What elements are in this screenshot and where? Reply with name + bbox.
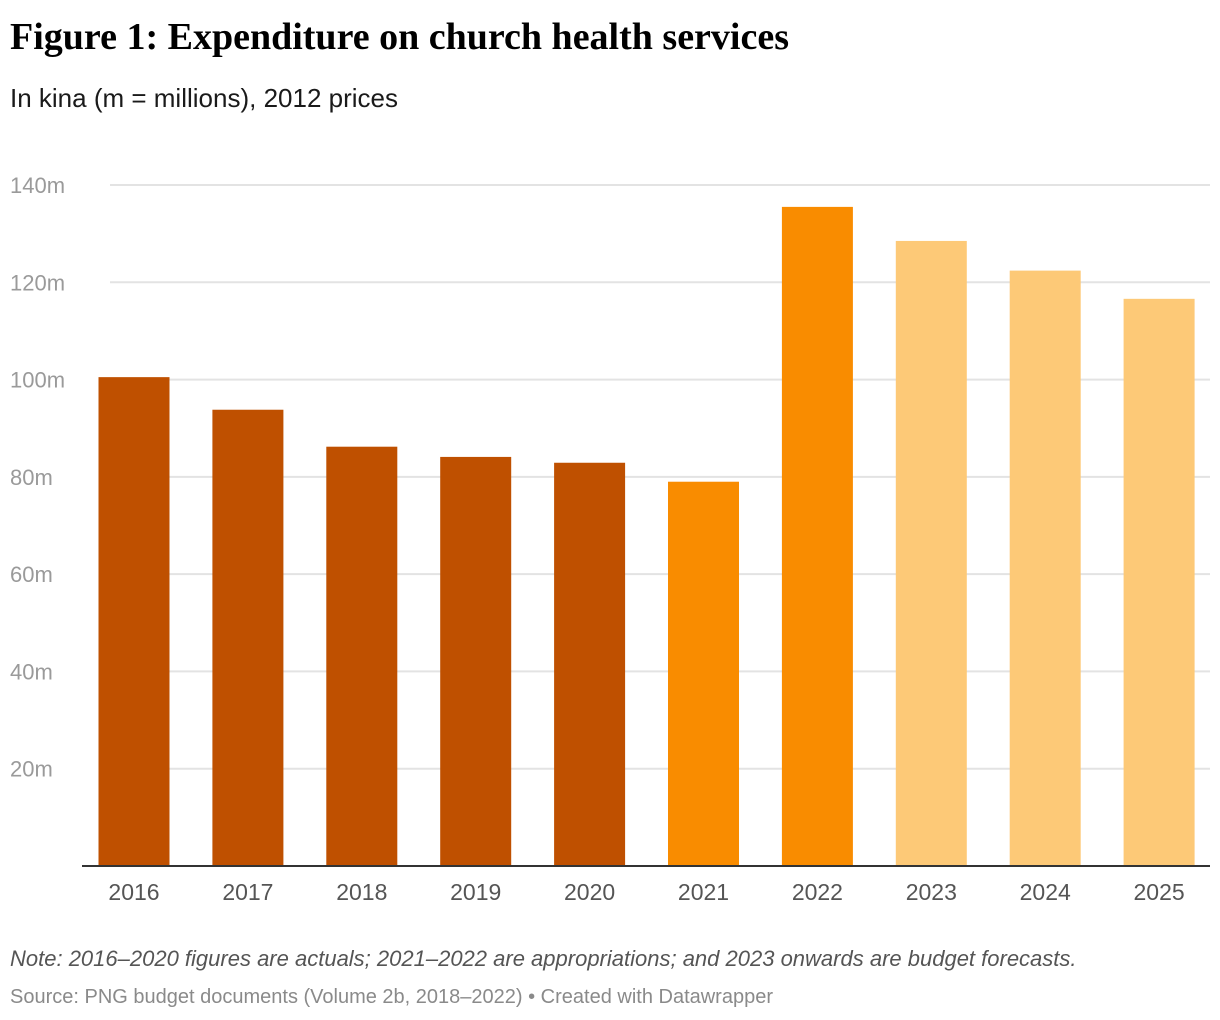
bar-2025: [1123, 298, 1195, 866]
y-axis-labels: 20m 40m 60m 80m 100m 120m 140m: [10, 173, 65, 782]
y-tick-label: 140m: [10, 173, 65, 198]
x-tick-label: 2016: [108, 879, 159, 905]
bar-2020: [554, 462, 626, 866]
y-tick-label: 120m: [10, 270, 65, 295]
bar-2021: [668, 481, 739, 866]
x-tick-label: 2017: [222, 879, 273, 905]
bar-2019: [440, 456, 512, 866]
bar-2017: [212, 409, 284, 866]
chart-title: Figure 1: Expenditure on church health s…: [10, 16, 789, 58]
x-tick-label: 2019: [450, 879, 501, 905]
bar-2016: [98, 377, 170, 866]
y-tick-label: 100m: [10, 368, 65, 393]
bar-2024: [1009, 270, 1081, 866]
bar-2023: [895, 240, 967, 867]
chart-source: Source: PNG budget documents (Volume 2b,…: [10, 986, 773, 1008]
x-tick-label: 2024: [1020, 879, 1071, 905]
y-tick-label: 60m: [10, 562, 53, 587]
x-tick-label: 2025: [1134, 879, 1185, 905]
chart-note: Note: 2016–2020 figures are actuals; 202…: [10, 946, 1077, 971]
y-tick-label: 20m: [10, 757, 53, 782]
bar-2018: [326, 446, 398, 866]
x-tick-label: 2018: [336, 879, 387, 905]
x-tick-label: 2023: [906, 879, 957, 905]
chart-subtitle: In kina (m = millions), 2012 prices: [10, 83, 398, 113]
bar-2022: [781, 206, 853, 866]
x-tick-label: 2021: [678, 879, 729, 905]
x-tick-label: 2022: [792, 879, 843, 905]
bar-chart: 2016 2017 2018 2019 2020 2021 2022 2023 2024 2025…: [10, 173, 1210, 905]
x-axis: 2016 2017 2018 2019 2020 2021 2022 2023 2024 2025: [82, 865, 1210, 905]
y-tick-label: 80m: [10, 465, 53, 490]
x-tick-label: 2020: [564, 879, 615, 905]
gridlines: [110, 184, 1210, 770]
bars: [98, 206, 1195, 867]
y-tick-label: 40m: [10, 659, 53, 684]
